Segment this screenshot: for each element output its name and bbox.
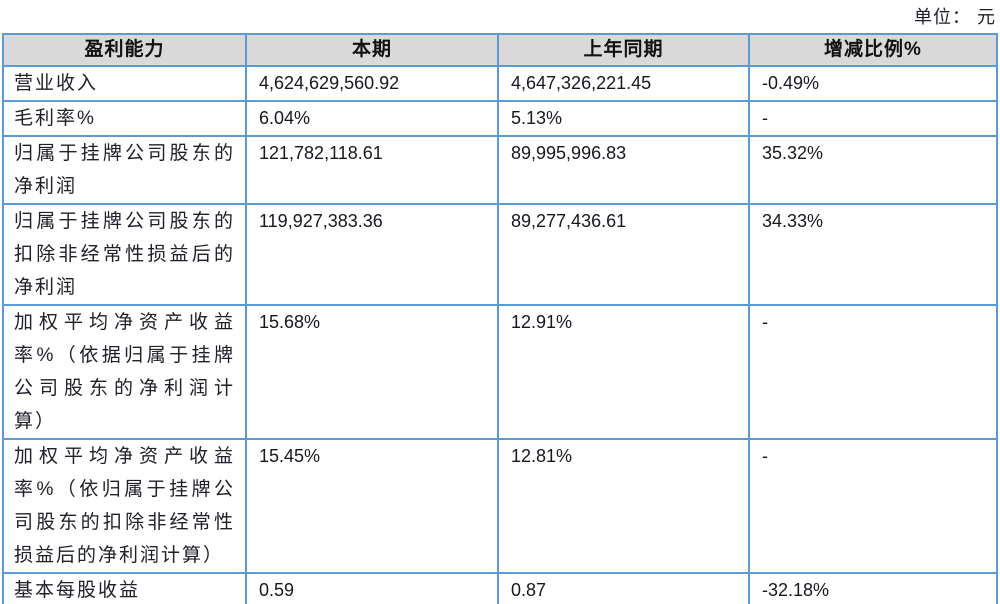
cell-prior: 12.91% [497, 304, 750, 440]
table-row-net-profit-excl-nonrecurring: 归属于挂牌公司股东的扣除非经常性损益后的净利润 119,927,383.36 8… [2, 203, 998, 306]
cell-change: - [748, 438, 998, 574]
cell-prior: 89,995,996.83 [497, 135, 750, 205]
row-label: 归属于挂牌公司股东的扣除非经常性损益后的净利润 [2, 203, 247, 306]
cell-current: 4,624,629,560.92 [245, 65, 499, 102]
cell-prior: 89,277,436.61 [497, 203, 750, 306]
column-header-prior-period: 上年同期 [497, 33, 750, 67]
cell-change: -32.18% [748, 572, 998, 604]
cell-current: 121,782,118.61 [245, 135, 499, 205]
cell-prior: 0.87 [497, 572, 750, 604]
cell-change: 35.32% [748, 135, 998, 205]
unit-label: 单位： 元 [913, 7, 996, 27]
profitability-table: 盈利能力 本期 上年同期 增减比例% 营业收入 4,624,629,560.92… [2, 33, 998, 604]
cell-current: 6.04% [245, 100, 499, 137]
cell-current: 15.45% [245, 438, 499, 574]
cell-change: - [748, 100, 998, 137]
cell-change: - [748, 304, 998, 440]
cell-prior: 4,647,326,221.45 [497, 65, 750, 102]
table-row-weighted-avg-roe-excl-nonrecurring: 加权平均净资产收益率%（依归属于挂牌公司股东的扣除非经常性损益后的净利润计算） … [2, 438, 998, 574]
row-label: 毛利率% [2, 100, 247, 137]
cell-current: 0.59 [245, 572, 499, 604]
table-row-operating-revenue: 营业收入 4,624,629,560.92 4,647,326,221.45 -… [2, 65, 998, 102]
cell-change: -0.49% [748, 65, 998, 102]
row-label: 基本每股收益 [2, 572, 247, 604]
table-row-basic-eps: 基本每股收益 0.59 0.87 -32.18% [2, 572, 998, 604]
column-header-change-ratio: 增减比例% [748, 33, 998, 67]
column-header-profitability: 盈利能力 [2, 33, 247, 67]
row-label: 加权平均净资产收益率%（依据归属于挂牌公司股东的净利润计算） [2, 304, 247, 440]
column-header-current-period: 本期 [245, 33, 499, 67]
table-row-net-profit: 归属于挂牌公司股东的净利润 121,782,118.61 89,995,996.… [2, 135, 998, 205]
cell-prior: 12.81% [497, 438, 750, 574]
table-row-weighted-avg-roe: 加权平均净资产收益率%（依据归属于挂牌公司股东的净利润计算） 15.68% 12… [2, 304, 998, 440]
table-header-row: 盈利能力 本期 上年同期 增减比例% [2, 33, 998, 67]
cell-current: 119,927,383.36 [245, 203, 499, 306]
row-label: 营业收入 [2, 65, 247, 102]
row-label: 加权平均净资产收益率%（依归属于挂牌公司股东的扣除非经常性损益后的净利润计算） [2, 438, 247, 574]
cell-change: 34.33% [748, 203, 998, 306]
cell-prior: 5.13% [497, 100, 750, 137]
table-row-gross-margin: 毛利率% 6.04% 5.13% - [2, 100, 998, 137]
cell-current: 15.68% [245, 304, 499, 440]
row-label: 归属于挂牌公司股东的净利润 [2, 135, 247, 205]
